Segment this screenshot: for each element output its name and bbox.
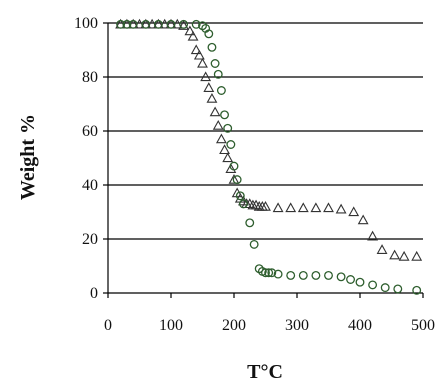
x-tick-label: 400	[348, 317, 372, 334]
circle-point	[166, 19, 176, 29]
y-tick-label: 60	[82, 123, 98, 140]
triangle-point	[285, 202, 297, 213]
circle-point	[245, 218, 255, 228]
circle-point	[273, 269, 283, 279]
y-tick-label: 40	[82, 177, 98, 194]
circle-point	[232, 175, 242, 185]
circle-point	[249, 239, 259, 249]
circle-point	[229, 161, 239, 171]
gridlines	[108, 22, 423, 294]
triangle-point	[376, 244, 388, 254]
y-tick-label: 100	[74, 15, 98, 32]
triangle-point	[200, 71, 212, 82]
triangle-point	[178, 20, 190, 30]
y-tick-label: 0	[90, 285, 98, 302]
x-tick-label: 300	[285, 317, 309, 334]
circle-point	[141, 19, 151, 29]
triangle-point	[335, 203, 347, 214]
triangle-point	[398, 250, 410, 261]
y-axis-title: Weight %	[17, 114, 39, 200]
circle-point	[380, 283, 390, 293]
x-tick-label: 500	[411, 317, 435, 334]
y-tick-label: 80	[82, 69, 98, 86]
y-tick-label: 20	[82, 231, 98, 248]
circle-point	[179, 19, 189, 29]
circle-point	[122, 19, 132, 29]
circle-point	[116, 19, 126, 29]
circle-point	[346, 275, 355, 284]
x-tick-label: 200	[222, 317, 246, 334]
triangle-point	[197, 57, 208, 68]
circle-point	[235, 191, 245, 201]
y-tick-labels: 0 20 40 60 80 100	[74, 15, 98, 302]
triangle-point	[193, 49, 205, 60]
circle-point	[191, 19, 201, 29]
circle-point	[220, 110, 229, 120]
circle-point	[286, 271, 296, 280]
triangle-point	[389, 249, 401, 260]
circle-point	[264, 268, 274, 278]
circle-point	[336, 272, 346, 282]
circle-point	[204, 29, 214, 39]
triangle-point	[215, 133, 227, 144]
triangle-point	[297, 202, 309, 213]
circle-point	[210, 59, 220, 68]
circle-point	[261, 268, 270, 278]
triangle-point	[310, 202, 322, 213]
x-tick-labels: 0 100 200 300 400 500	[104, 317, 435, 334]
triangle-point	[260, 200, 271, 211]
circle-point	[298, 271, 308, 280]
triangle-point	[357, 214, 369, 225]
circle-point	[412, 285, 422, 295]
circle-point	[393, 284, 403, 294]
x-tick-label: 100	[159, 317, 183, 334]
circle-point	[216, 86, 226, 95]
triangle-point	[411, 250, 423, 261]
circle-point	[213, 69, 223, 79]
triangle-point	[367, 230, 379, 241]
circle-point	[226, 140, 236, 149]
triangle-point	[190, 44, 202, 55]
triangle-point	[225, 163, 237, 173]
circle-point	[267, 268, 277, 278]
triangle-point	[206, 92, 218, 103]
triangle-point	[203, 82, 215, 92]
series-circle	[116, 19, 422, 295]
circle-point	[355, 277, 365, 287]
triangle-point	[272, 202, 284, 213]
triangle-point	[184, 25, 196, 36]
axes	[103, 22, 424, 298]
circle-point	[153, 19, 163, 29]
triangle-point	[222, 152, 234, 163]
circle-point	[324, 271, 333, 280]
x-tick-label: 0	[104, 317, 112, 334]
triangle-point	[228, 173, 240, 184]
data-series	[115, 18, 423, 295]
triangle-point	[219, 144, 230, 155]
circle-point	[128, 19, 138, 29]
series-triangle	[115, 18, 423, 261]
x-axis-title: T°C	[247, 361, 283, 383]
triangle-point	[323, 202, 334, 213]
circle-point	[311, 271, 321, 280]
triangle-point	[348, 206, 360, 217]
circle-point	[207, 42, 217, 52]
triangle-point	[209, 106, 221, 117]
circle-point	[238, 199, 248, 209]
triangle-point	[212, 119, 224, 130]
circle-point	[223, 123, 233, 133]
circle-point	[368, 280, 378, 290]
triangle-point	[187, 30, 199, 41]
